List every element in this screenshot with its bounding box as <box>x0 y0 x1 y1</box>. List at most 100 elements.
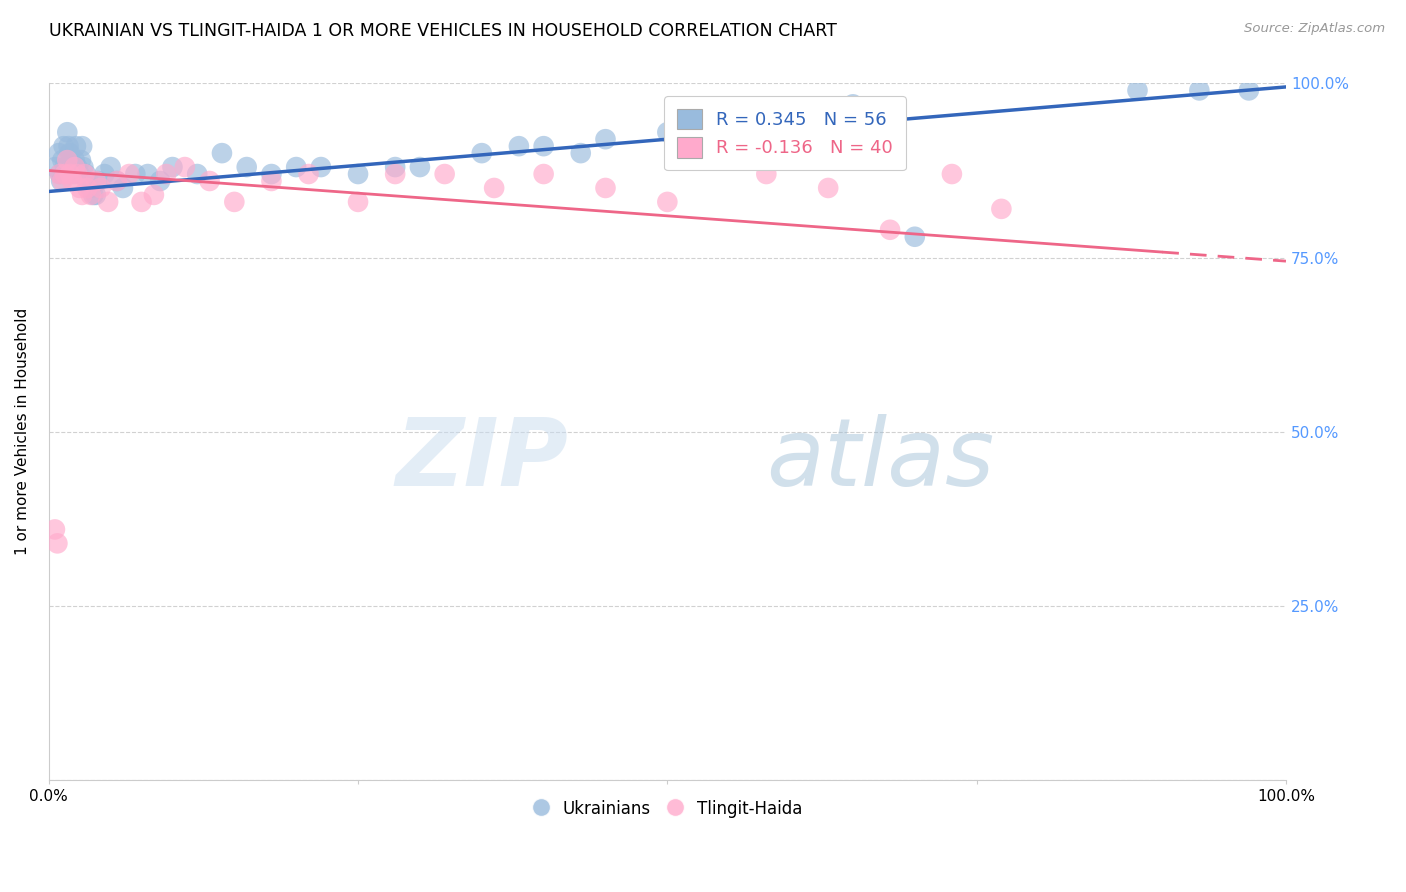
Legend: Ukrainians, Tlingit-Haida: Ukrainians, Tlingit-Haida <box>526 793 808 824</box>
Point <box>66 167 89 181</box>
Point <box>186 167 208 181</box>
Point <box>93 167 115 181</box>
Point <box>53 160 76 174</box>
Point <box>76 181 98 195</box>
Point <box>97 194 120 209</box>
Point <box>569 146 592 161</box>
Point <box>384 160 406 174</box>
Point <box>58 139 80 153</box>
Point <box>124 167 146 181</box>
Point <box>131 194 153 209</box>
Point <box>70 153 93 167</box>
Point <box>62 167 84 181</box>
Point <box>142 188 165 202</box>
Point <box>1188 83 1211 97</box>
Point <box>51 153 73 167</box>
Point <box>347 194 370 209</box>
Point <box>595 181 617 195</box>
Point <box>508 139 530 153</box>
Point <box>63 160 86 174</box>
Point <box>260 167 283 181</box>
Point <box>60 153 83 167</box>
Text: Source: ZipAtlas.com: Source: ZipAtlas.com <box>1244 22 1385 36</box>
Point <box>780 112 803 126</box>
Point <box>46 536 69 550</box>
Point <box>817 181 839 195</box>
Text: ZIP: ZIP <box>395 414 568 506</box>
Point <box>56 153 79 167</box>
Point <box>842 97 865 112</box>
Point <box>80 188 103 202</box>
Text: UKRAINIAN VS TLINGIT-HAIDA 1 OR MORE VEHICLES IN HOUSEHOLD CORRELATION CHART: UKRAINIAN VS TLINGIT-HAIDA 1 OR MORE VEH… <box>49 22 837 40</box>
Point <box>51 174 73 188</box>
Point <box>44 523 66 537</box>
Point <box>384 167 406 181</box>
Point <box>211 146 233 161</box>
Point <box>66 160 89 174</box>
Text: atlas: atlas <box>766 414 994 505</box>
Point <box>70 139 93 153</box>
Point <box>69 181 91 195</box>
Point <box>44 160 66 174</box>
Point <box>84 174 107 188</box>
Point <box>69 167 91 181</box>
Point <box>718 118 741 132</box>
Point <box>49 167 72 181</box>
Point <box>990 202 1012 216</box>
Point <box>90 181 112 195</box>
Point <box>471 146 494 161</box>
Point <box>60 160 83 174</box>
Point <box>1126 83 1149 97</box>
Point <box>52 139 75 153</box>
Point <box>297 167 319 181</box>
Point <box>49 174 72 188</box>
Point <box>533 139 555 153</box>
Point <box>73 167 96 181</box>
Point <box>235 160 257 174</box>
Point <box>111 181 134 195</box>
Point <box>155 167 177 181</box>
Point <box>63 153 86 167</box>
Point <box>755 167 778 181</box>
Point <box>1237 83 1260 97</box>
Point <box>657 194 679 209</box>
Point <box>941 167 963 181</box>
Point <box>48 146 70 161</box>
Point <box>347 167 370 181</box>
Point <box>56 125 79 139</box>
Point <box>879 223 901 237</box>
Point <box>70 188 93 202</box>
Point <box>60 174 83 188</box>
Point <box>53 167 76 181</box>
Point <box>409 160 432 174</box>
Point <box>260 174 283 188</box>
Point <box>285 160 308 174</box>
Point <box>533 167 555 181</box>
Point <box>84 188 107 202</box>
Point <box>65 139 87 153</box>
Point <box>105 174 128 188</box>
Point <box>80 181 103 195</box>
Point <box>75 167 97 181</box>
Point <box>433 167 456 181</box>
Point <box>82 188 104 202</box>
Point <box>309 160 332 174</box>
Point <box>59 167 82 181</box>
Point <box>904 229 927 244</box>
Point <box>59 146 82 161</box>
Point <box>162 160 184 174</box>
Point <box>136 167 159 181</box>
Point <box>118 167 141 181</box>
Point <box>173 160 195 174</box>
Point <box>87 174 110 188</box>
Point <box>595 132 617 146</box>
Point <box>482 181 505 195</box>
Y-axis label: 1 or more Vehicles in Household: 1 or more Vehicles in Household <box>15 309 30 556</box>
Point <box>105 174 128 188</box>
Point <box>657 125 679 139</box>
Point <box>198 174 221 188</box>
Point <box>49 167 72 181</box>
Point <box>224 194 246 209</box>
Point <box>72 160 94 174</box>
Point <box>100 160 122 174</box>
